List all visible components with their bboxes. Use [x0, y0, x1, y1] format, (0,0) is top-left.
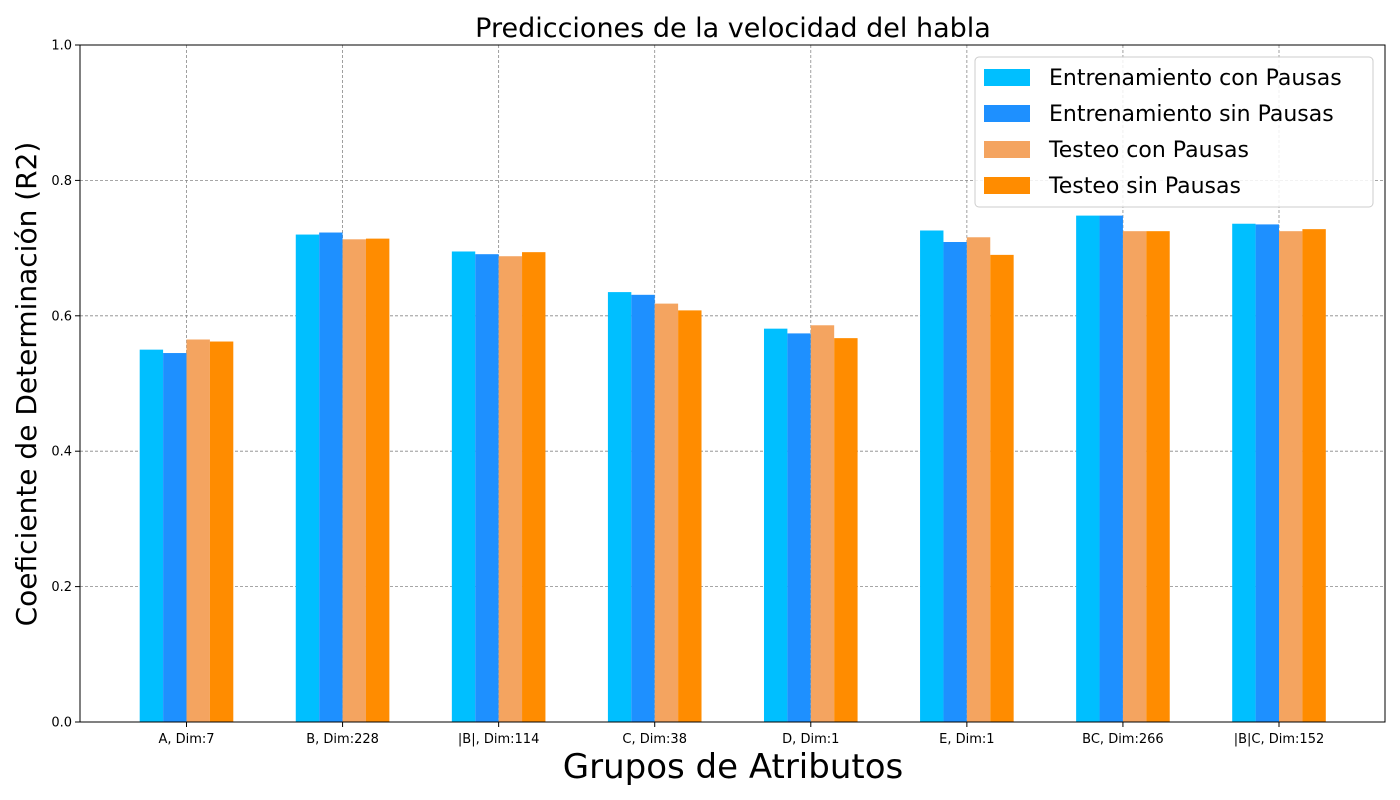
x-tick-label: BC, Dim:266	[1082, 732, 1164, 747]
x-tick-label: D, Dim:1	[782, 732, 839, 747]
x-axis-label: Grupos de Atributos	[563, 747, 903, 787]
legend-swatch	[984, 69, 1030, 86]
y-axis-label: Coeficiente de Determinación (R2)	[10, 142, 43, 627]
bars	[139, 215, 1326, 723]
bar	[365, 238, 390, 722]
bar	[342, 239, 366, 722]
y-tick-label: 0.4	[51, 445, 72, 460]
bar	[163, 353, 187, 722]
legend-swatch	[984, 177, 1030, 194]
bar	[990, 254, 1014, 722]
y-tick-label: 1.0	[51, 39, 72, 54]
bar	[834, 338, 858, 722]
y-tick-label: 0.0	[51, 716, 72, 731]
bar	[522, 252, 546, 723]
bar	[1099, 215, 1123, 722]
bar	[810, 325, 835, 722]
legend-entry-label: Testeo sin Pausas	[1048, 174, 1241, 199]
legend-box	[974, 56, 1374, 208]
bar	[1279, 231, 1303, 723]
bar	[654, 303, 679, 722]
x-tick-label: B, Dim:228	[306, 732, 379, 747]
x-tick-label: C, Dim:38	[622, 732, 687, 747]
bar	[678, 310, 702, 722]
legend-entry-label: Entrenamiento con Pausas	[1049, 66, 1342, 91]
bar	[631, 294, 655, 722]
bar	[1076, 215, 1100, 722]
bar	[1122, 231, 1147, 723]
bar	[295, 234, 320, 722]
bar	[475, 254, 499, 722]
x-tick-label: E, Dim:1	[939, 732, 994, 747]
plot-frame	[79, 44, 1386, 723]
bar	[139, 349, 164, 722]
y-tick-label: 0.8	[51, 174, 72, 189]
y-axis-ticks: 0.0 0.2 0.4 0.6 0.8 1.0	[51, 39, 80, 731]
bar	[319, 232, 343, 723]
bar	[920, 230, 944, 723]
bar	[787, 333, 811, 722]
x-tick-label: A, Dim:7	[158, 732, 214, 747]
y-tick-label: 0.6	[51, 309, 72, 324]
bar	[1302, 229, 1326, 723]
bar	[966, 237, 991, 722]
bar	[1146, 231, 1170, 723]
legend-swatch	[984, 105, 1030, 122]
bar	[763, 328, 788, 722]
bar	[607, 292, 632, 722]
chart-title: Predicciones de la velocidad del habla	[475, 13, 991, 44]
x-tick-label: |B|C, Dim:152	[1234, 732, 1325, 747]
legend-swatch	[984, 141, 1030, 158]
x-axis-ticks: A, Dim:7 B, Dim:228 |B|, Dim:114 C, Dim:38 D…	[158, 722, 1324, 747]
bar	[498, 256, 523, 722]
legend: Entrenamiento con Pausas Entrenamiento si…	[974, 56, 1374, 208]
bar	[1232, 223, 1256, 722]
y-tick-label: 0.2	[51, 580, 72, 595]
bar	[451, 251, 476, 723]
bar	[209, 341, 234, 722]
legend-entry-label: Testeo con Pausas	[1048, 138, 1249, 163]
bar	[943, 242, 967, 722]
bar	[186, 339, 210, 722]
bar	[1255, 224, 1279, 722]
legend-entry-label: Entrenamiento sin Pausas	[1049, 102, 1334, 127]
x-tick-label: |B|, Dim:114	[458, 732, 539, 747]
